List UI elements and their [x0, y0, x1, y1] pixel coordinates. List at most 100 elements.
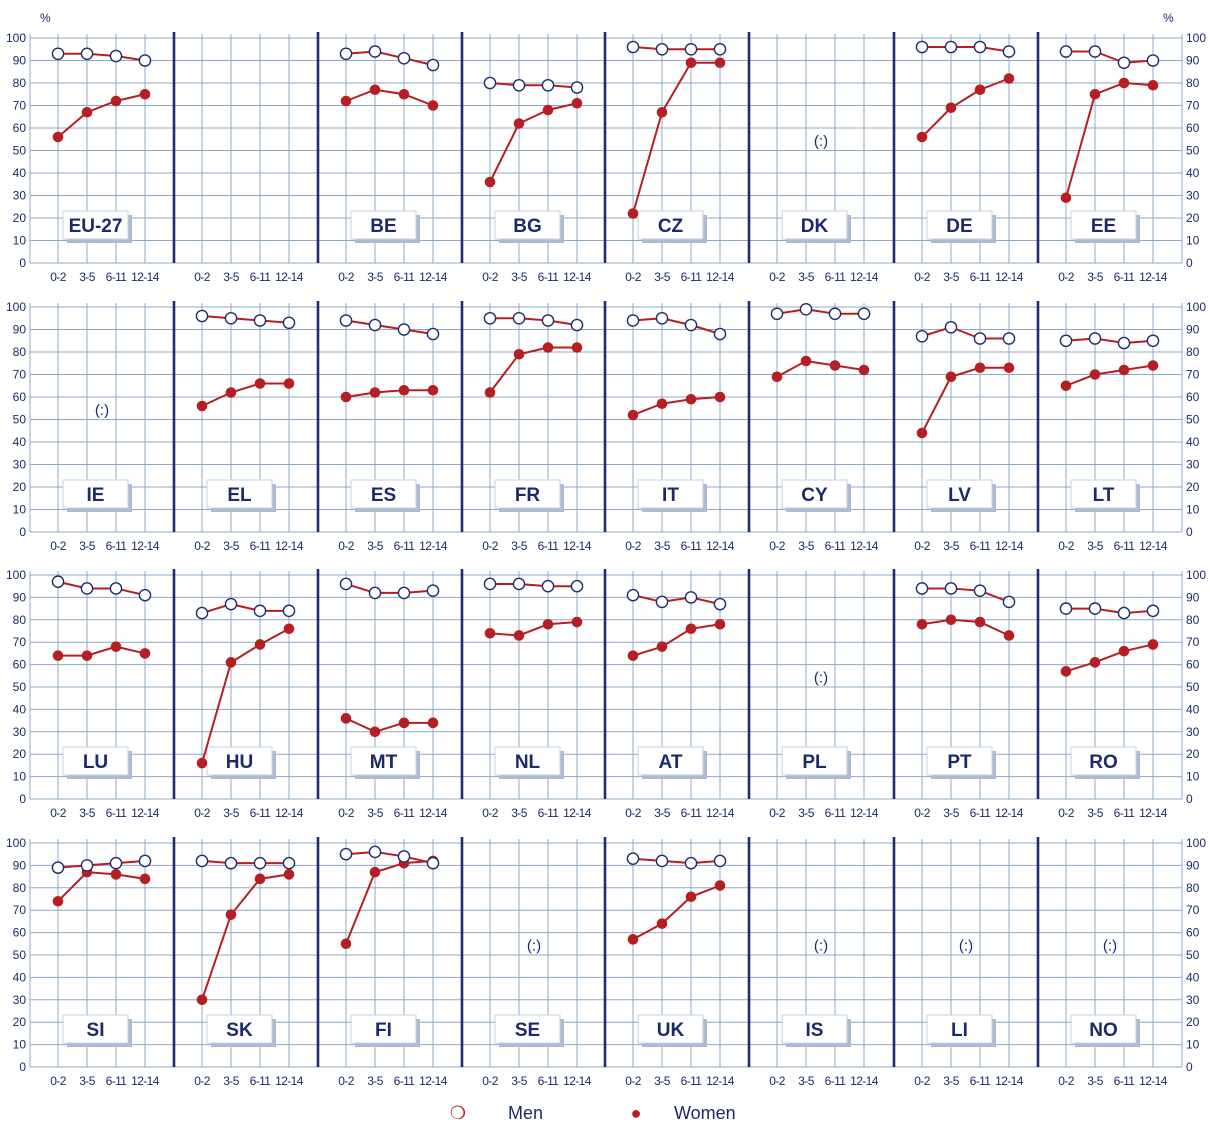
x-tick-label: 0-2 — [625, 270, 641, 284]
x-tick-label: 3-5 — [223, 270, 239, 284]
country-label-box — [62, 1014, 129, 1044]
y-tick-label-right: 100 — [1186, 300, 1206, 314]
y-tick-label-left: 80 — [13, 76, 27, 90]
men-line — [489, 82, 578, 89]
men-line — [490, 317, 578, 326]
men-line — [632, 317, 721, 335]
x-tick-label: 12-14 — [850, 1074, 879, 1088]
men-point — [828, 307, 842, 321]
women-point — [571, 342, 583, 353]
women-point — [945, 614, 957, 626]
men-point — [1146, 604, 1160, 618]
country-label-box — [350, 746, 417, 776]
women-line — [921, 618, 1010, 637]
men-point — [1088, 332, 1102, 345]
women-point — [656, 641, 668, 652]
country-label-box — [637, 479, 704, 509]
men-point — [1117, 336, 1131, 350]
men-point — [570, 579, 584, 593]
x-tick-label: 0-2 — [338, 806, 354, 820]
x-tick-label: 6-11 — [825, 539, 847, 553]
men-point — [426, 327, 440, 341]
women-point — [225, 657, 237, 668]
x-tick-label: 3-5 — [223, 539, 239, 553]
country-label-box — [206, 479, 273, 509]
x-tick-label: 3-5 — [943, 539, 959, 553]
men-line — [201, 859, 289, 865]
women-point — [542, 104, 554, 116]
x-tick-label: 3-5 — [1087, 539, 1103, 553]
x-tick-label: 6-11 — [1114, 806, 1136, 820]
x-tick-label: 12-14 — [706, 806, 735, 820]
country-label-box — [494, 210, 561, 240]
men-point — [684, 591, 698, 604]
women-point — [139, 873, 151, 885]
men-point — [426, 856, 440, 870]
women-point — [685, 623, 697, 635]
x-tick-label: 3-5 — [223, 1074, 239, 1088]
women-line — [776, 359, 865, 378]
men-point — [684, 318, 698, 332]
x-tick-label: 3-5 — [654, 270, 670, 284]
women-point — [685, 57, 697, 69]
women-line — [632, 396, 721, 416]
x-tick-label: 12-14 — [995, 539, 1024, 553]
y-tick-label-right: 0 — [1186, 256, 1193, 270]
x-tick-label: 6-11 — [681, 806, 703, 820]
data-not-available-label: (:) — [959, 938, 973, 955]
y-tick-label-left: 0 — [19, 792, 26, 806]
country-code-label: LI — [951, 1020, 968, 1041]
men-point — [973, 332, 987, 345]
country-label-box — [62, 479, 129, 509]
men-point — [426, 58, 440, 72]
x-tick-label: 6-11 — [250, 1074, 272, 1088]
y-tick-label-right: 70 — [1186, 99, 1200, 113]
x-tick-label: 0-2 — [1058, 539, 1074, 553]
women-line — [201, 873, 290, 1001]
legend: ❍ Men ● Women — [450, 1103, 736, 1122]
y-tick-label-right: 80 — [1186, 881, 1200, 895]
men-point — [570, 81, 584, 94]
men-line — [1066, 50, 1154, 64]
men-point — [80, 582, 94, 595]
country-panel: EE — [1059, 45, 1160, 243]
women-point — [571, 616, 583, 628]
country-label-box — [1070, 746, 1137, 776]
country-panel: NO (:) — [1070, 938, 1140, 1047]
y-tick-label-right: 70 — [1186, 903, 1200, 917]
men-point — [224, 856, 238, 870]
country-panel: HU — [195, 597, 296, 779]
women-point — [1147, 639, 1159, 650]
men-line — [922, 587, 1010, 603]
x-tick-label: 6-11 — [825, 270, 847, 284]
women-point — [916, 618, 928, 630]
women-line — [345, 389, 433, 398]
men-point — [1002, 332, 1016, 345]
x-tick-label: 0-2 — [194, 539, 210, 553]
country-code-label: FI — [375, 1020, 392, 1041]
women-point — [656, 918, 668, 929]
y-tick-label-right: 90 — [1186, 858, 1200, 872]
country-code-label: PL — [802, 752, 827, 773]
x-tick-label: 12-14 — [850, 539, 879, 553]
women-point — [1003, 73, 1015, 84]
men-line — [922, 46, 1010, 53]
x-tick-label: 6-11 — [394, 270, 416, 284]
men-point — [626, 40, 640, 54]
country-code-label: IS — [806, 1020, 824, 1041]
y-tick-label-left: 30 — [13, 993, 27, 1007]
country-label-box — [494, 746, 561, 776]
x-tick-label: 3-5 — [798, 539, 814, 553]
x-tick-label: 6-11 — [1114, 1074, 1136, 1088]
y-tick-label-left: 40 — [13, 435, 27, 449]
x-tick-label: 3-5 — [367, 806, 383, 820]
x-tick-label: 3-5 — [943, 1074, 959, 1088]
y-tick-label-left: 100 — [6, 568, 26, 582]
x-tick-label: 0-2 — [1058, 806, 1074, 820]
x-tick-label: 6-11 — [250, 806, 272, 820]
men-point — [1146, 334, 1160, 348]
women-line — [632, 884, 721, 941]
y-tick-label-left: 70 — [13, 635, 27, 649]
women-point — [1089, 369, 1101, 380]
women-point — [627, 934, 639, 945]
